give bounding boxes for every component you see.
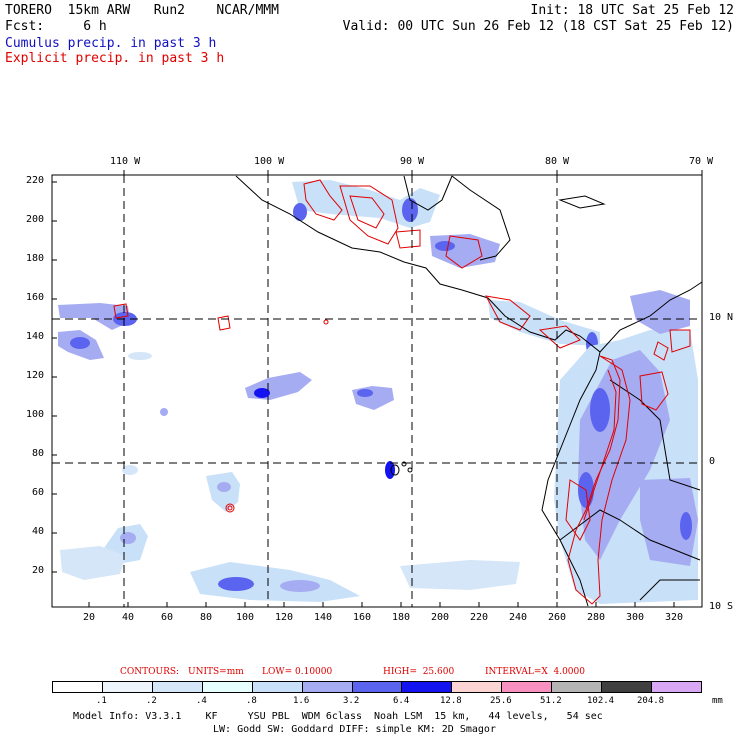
grid-y-label: 220 bbox=[26, 175, 45, 186]
colorbar-cell bbox=[402, 682, 453, 692]
grid-y-label: 180 bbox=[26, 253, 45, 264]
colorbar-label: 3.2 bbox=[343, 696, 360, 706]
colorbar-label: 6.4 bbox=[393, 696, 410, 706]
colorbar-cell bbox=[652, 682, 701, 692]
grid-x-label: 220 bbox=[470, 612, 489, 623]
colorbar-label: 102.4 bbox=[587, 696, 615, 706]
model-info-line2: LW: Godd SW: Goddard DIFF: simple KM: 2D… bbox=[213, 724, 496, 735]
init-time: Init: 18 UTC Sat 25 Feb 12 bbox=[530, 3, 735, 18]
grid-x-label: 100 bbox=[236, 612, 255, 623]
colorbar-label: .2 bbox=[146, 696, 157, 706]
cumulus-precip bbox=[58, 180, 698, 604]
grid-x-label: 20 bbox=[83, 612, 96, 623]
colorbar-label: .4 bbox=[196, 696, 207, 706]
grid-x-label: 240 bbox=[509, 612, 528, 623]
grid-x-label: 40 bbox=[122, 612, 135, 623]
grid-x-label: 60 bbox=[161, 612, 174, 623]
colorbar-label: .8 bbox=[246, 696, 257, 706]
grid-y-label: 100 bbox=[26, 409, 45, 420]
grid-y-label: 160 bbox=[26, 292, 45, 303]
grid-y-label: 200 bbox=[26, 214, 45, 225]
lat-label: 10 N bbox=[709, 312, 734, 323]
colorbar-cell bbox=[452, 682, 503, 692]
lon-label: 70 W bbox=[689, 156, 714, 167]
colorbar-label: 25.6 bbox=[490, 696, 512, 706]
grid-x-label: 180 bbox=[392, 612, 411, 623]
islands bbox=[390, 461, 413, 476]
colorbar-cell bbox=[252, 682, 303, 692]
grid-y-label: 20 bbox=[32, 565, 45, 576]
grid-y-label: 60 bbox=[32, 487, 45, 498]
grid-x-label: 160 bbox=[353, 612, 372, 623]
grid-y-label: 120 bbox=[26, 370, 45, 381]
colorbar-cell bbox=[502, 682, 553, 692]
colorbar-label: 51.2 bbox=[540, 696, 562, 706]
lon-label: 110 W bbox=[110, 156, 141, 167]
grid-x-label: 200 bbox=[431, 612, 450, 623]
lon-label: 80 W bbox=[545, 156, 570, 167]
colorbar-cell bbox=[202, 682, 253, 692]
model-title: TORERO 15km ARW Run2 NCAR/MMM bbox=[5, 3, 279, 18]
grid-x-label: 120 bbox=[275, 612, 294, 623]
coastlines bbox=[235, 175, 703, 607]
colorbar-cell bbox=[102, 682, 153, 692]
colorbar-label: 204.8 bbox=[637, 696, 665, 706]
lat-label: 10 S bbox=[709, 601, 734, 612]
explicit-precip-contours bbox=[113, 179, 691, 605]
lon-label: 100 W bbox=[254, 156, 285, 167]
contour-high: HIGH= 25.600 bbox=[383, 667, 455, 677]
explicit-precip-label: Explicit precip. in past 3 h bbox=[5, 51, 225, 66]
grid-y-label: 140 bbox=[26, 331, 45, 342]
colorbar-cell bbox=[552, 682, 603, 692]
colorbar-cell bbox=[602, 682, 653, 692]
colorbar-label: .1 bbox=[96, 696, 107, 706]
lat-label: 0 bbox=[709, 456, 716, 467]
lon-label: 90 W bbox=[400, 156, 425, 167]
valid-time: Valid: 00 UTC Sun 26 Feb 12 (18 CST Sat … bbox=[342, 19, 734, 34]
colorbar-unit: mm bbox=[712, 696, 723, 706]
model-info-line1: Model Info: V3.3.1 KF YSU PBL WDM 6class… bbox=[73, 711, 603, 722]
contour-interval: INTERVAL=X 4.0000 bbox=[485, 667, 585, 677]
colorbar-cell bbox=[152, 682, 203, 692]
forecast-hour: Fcst: 6 h bbox=[5, 19, 107, 34]
grid-y-label: 80 bbox=[32, 448, 45, 459]
colorbar-cell bbox=[302, 682, 353, 692]
colorbar-label: 12.8 bbox=[440, 696, 462, 706]
axis-ticks bbox=[52, 170, 703, 607]
contour-low: LOW= 0.10000 bbox=[262, 667, 333, 677]
cumulus-precip-label: Cumulus precip. in past 3 h bbox=[5, 36, 217, 51]
grid-x-label: 80 bbox=[200, 612, 213, 623]
grid-x-label: 260 bbox=[548, 612, 567, 623]
colorbar-cell bbox=[352, 682, 403, 692]
grid-x-label: 300 bbox=[626, 612, 645, 623]
colorbar bbox=[52, 681, 702, 693]
colorbar-cell bbox=[53, 682, 103, 692]
grid-y-label: 40 bbox=[32, 526, 45, 537]
contour-label: CONTOURS: bbox=[120, 667, 180, 677]
grid-x-label: 280 bbox=[587, 612, 606, 623]
grid-x-label: 320 bbox=[665, 612, 684, 623]
lat-lon-grid bbox=[52, 175, 702, 607]
colorbar-label: 1.6 bbox=[293, 696, 310, 706]
grid-x-label: 140 bbox=[314, 612, 333, 623]
contour-units: UNITS=mm bbox=[188, 667, 244, 677]
